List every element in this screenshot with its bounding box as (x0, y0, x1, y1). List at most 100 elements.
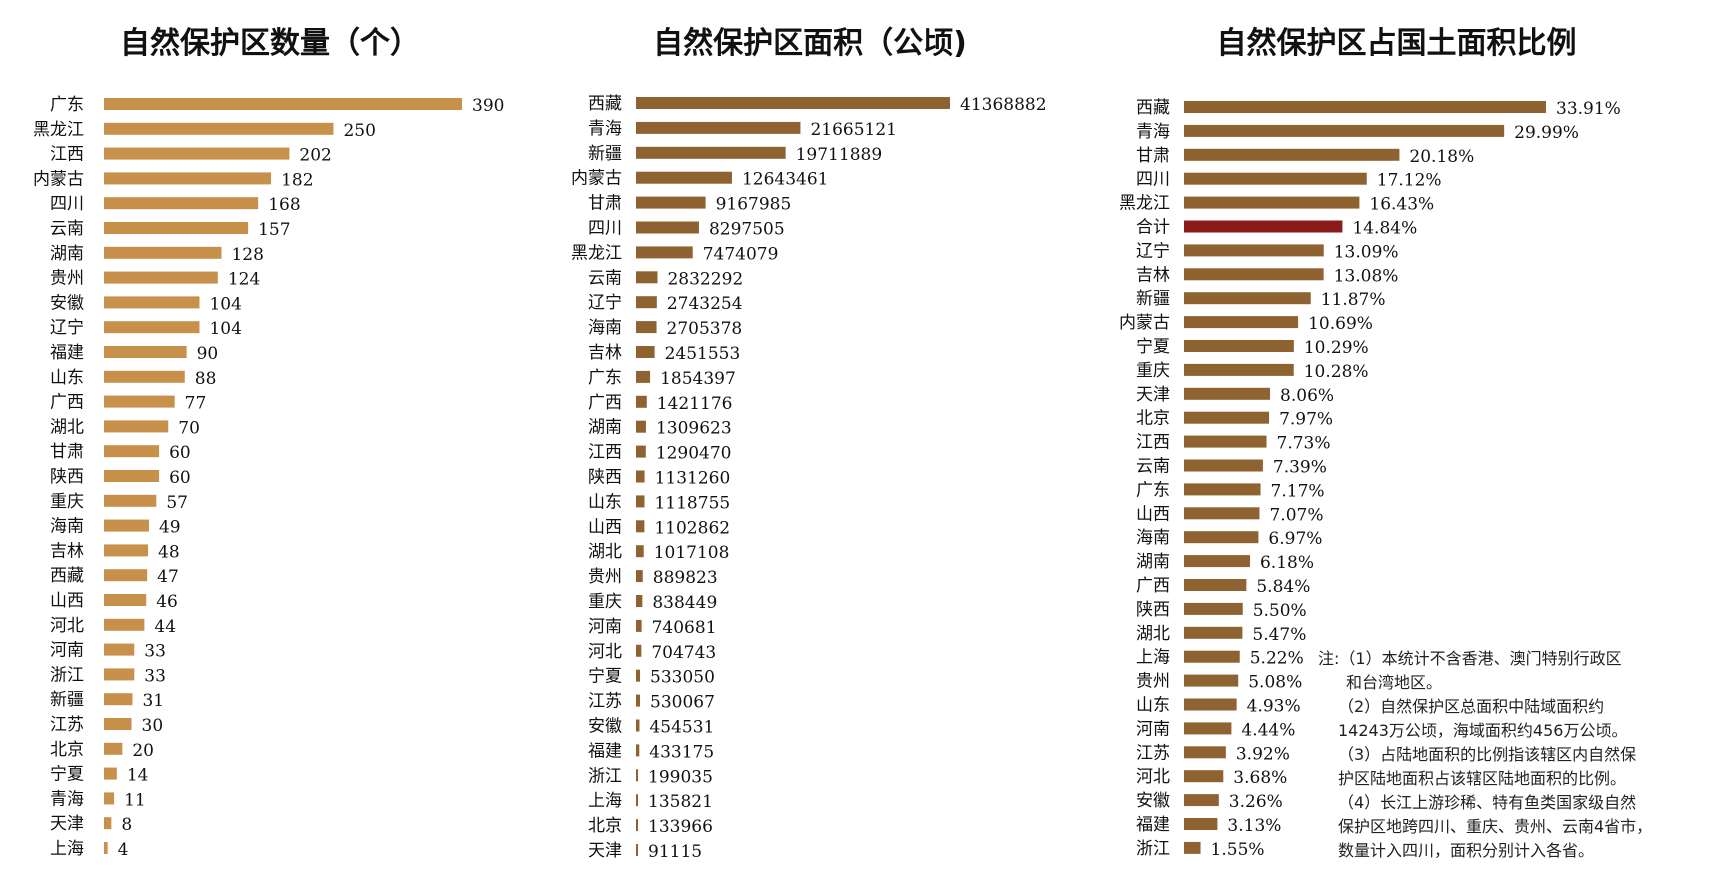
category-label: 吉林 (1136, 265, 1170, 285)
bar (104, 742, 123, 755)
value-label: 7.39% (1273, 458, 1327, 478)
bar (104, 197, 259, 210)
category-label: 广西 (588, 393, 622, 413)
category-label: 河南 (50, 641, 84, 661)
bar (1184, 698, 1237, 711)
value-label: 13.08% (1334, 266, 1399, 286)
category-label: 山西 (1136, 504, 1170, 524)
value-label: 889823 (653, 568, 718, 588)
bar (104, 693, 133, 706)
value-label: 8297505 (709, 220, 785, 240)
category-label: 西藏 (1136, 98, 1170, 118)
value-label: 48 (158, 542, 180, 562)
value-label: 182 (281, 170, 313, 190)
value-label: 133966 (648, 817, 713, 837)
category-label: 山东 (50, 368, 84, 388)
bar (104, 519, 149, 532)
category-label: 天津 (1136, 385, 1170, 405)
area-chart-title: 自然保护区面积（公顷) (653, 26, 967, 61)
value-label: 21665121 (810, 120, 897, 140)
value-label: 1290470 (656, 444, 732, 464)
bar (1184, 841, 1201, 854)
value-label: 433175 (649, 742, 714, 762)
category-label: 江西 (588, 443, 622, 463)
note-line: 护区陆地面积占该辖区陆地面积的比例。 (1338, 769, 1627, 788)
bar (104, 445, 160, 458)
bar (104, 296, 200, 309)
bar (1184, 172, 1367, 185)
category-label: 安徽 (588, 717, 622, 737)
note-line: 和台湾地区。 (1346, 673, 1443, 692)
bar (636, 545, 644, 558)
category-label: 广东 (50, 95, 84, 115)
category-label: 新疆 (588, 144, 622, 164)
category-label: 甘肃 (588, 194, 622, 214)
category-label: 辽宁 (1136, 241, 1170, 261)
bar (1184, 387, 1271, 400)
bar (636, 819, 638, 832)
value-label: 33.91% (1556, 99, 1621, 119)
value-label: 20.18% (1409, 147, 1474, 167)
bar (636, 221, 699, 234)
category-label: 广东 (588, 368, 622, 388)
bar (104, 792, 115, 805)
category-label: 合计 (1136, 218, 1170, 238)
value-label: 33 (144, 642, 166, 662)
category-label: 云南 (1136, 457, 1170, 477)
bar (636, 321, 657, 334)
category-label: 宁夏 (1136, 337, 1170, 357)
category-label: 安徽 (50, 293, 84, 313)
category-label: 黑龙江 (33, 120, 84, 140)
category-label: 广西 (1136, 576, 1170, 596)
category-label: 陕西 (588, 468, 622, 488)
bar (104, 594, 147, 606)
value-label: 17.12% (1377, 171, 1442, 191)
value-label: 47 (157, 567, 179, 587)
bar (1184, 316, 1299, 329)
category-label: 山西 (50, 591, 84, 611)
bar (104, 271, 218, 284)
value-label: 8.06% (1280, 386, 1334, 406)
bar (1184, 196, 1360, 209)
bar (104, 842, 108, 854)
value-label: 11.87% (1321, 290, 1386, 310)
category-label: 河北 (588, 642, 622, 662)
category-label: 福建 (588, 741, 622, 761)
value-label: 14 (127, 766, 149, 786)
bar (1184, 435, 1267, 448)
value-label: 1854397 (660, 369, 736, 389)
bar (636, 595, 643, 607)
value-label: 46 (156, 592, 178, 612)
value-label: 104 (209, 319, 241, 339)
value-label: 11 (124, 790, 146, 810)
bar (104, 767, 117, 780)
value-label: 390 (472, 96, 504, 116)
value-label: 128 (231, 245, 263, 265)
value-label: 7.73% (1277, 434, 1331, 454)
bar (104, 98, 462, 110)
category-label: 上海 (588, 791, 622, 811)
value-label: 2705378 (667, 319, 743, 339)
category-label: 河北 (1136, 767, 1170, 787)
category-label: 广东 (1136, 480, 1170, 500)
bar (1184, 602, 1243, 615)
value-label: 16.43% (1369, 195, 1434, 215)
ratio-bar-chart: 西藏 33.91% 青海 29.99% 甘肃 20.18% 四川 17.12% 黑龙江 16.43… (1119, 98, 1621, 860)
value-label: 838449 (652, 593, 717, 613)
bar (1184, 722, 1232, 735)
area-bar-chart: 西藏 41368882 青海 21665121 新疆 19711889 内蒙古 1264346… (571, 94, 1047, 862)
bar (1184, 101, 1546, 113)
category-label: 新疆 (1136, 289, 1170, 309)
bar (104, 668, 135, 681)
category-label: 浙江 (1136, 839, 1170, 859)
value-label: 60 (169, 468, 191, 488)
value-label: 202 (299, 146, 331, 166)
value-label: 1.55% (1211, 840, 1265, 860)
value-label: 9167985 (716, 195, 792, 215)
bar (636, 121, 801, 134)
bar (636, 171, 732, 184)
category-label: 天津 (588, 841, 622, 861)
category-label: 广西 (50, 393, 84, 413)
value-label: 5.84% (1256, 577, 1310, 597)
category-label: 河北 (50, 616, 84, 636)
